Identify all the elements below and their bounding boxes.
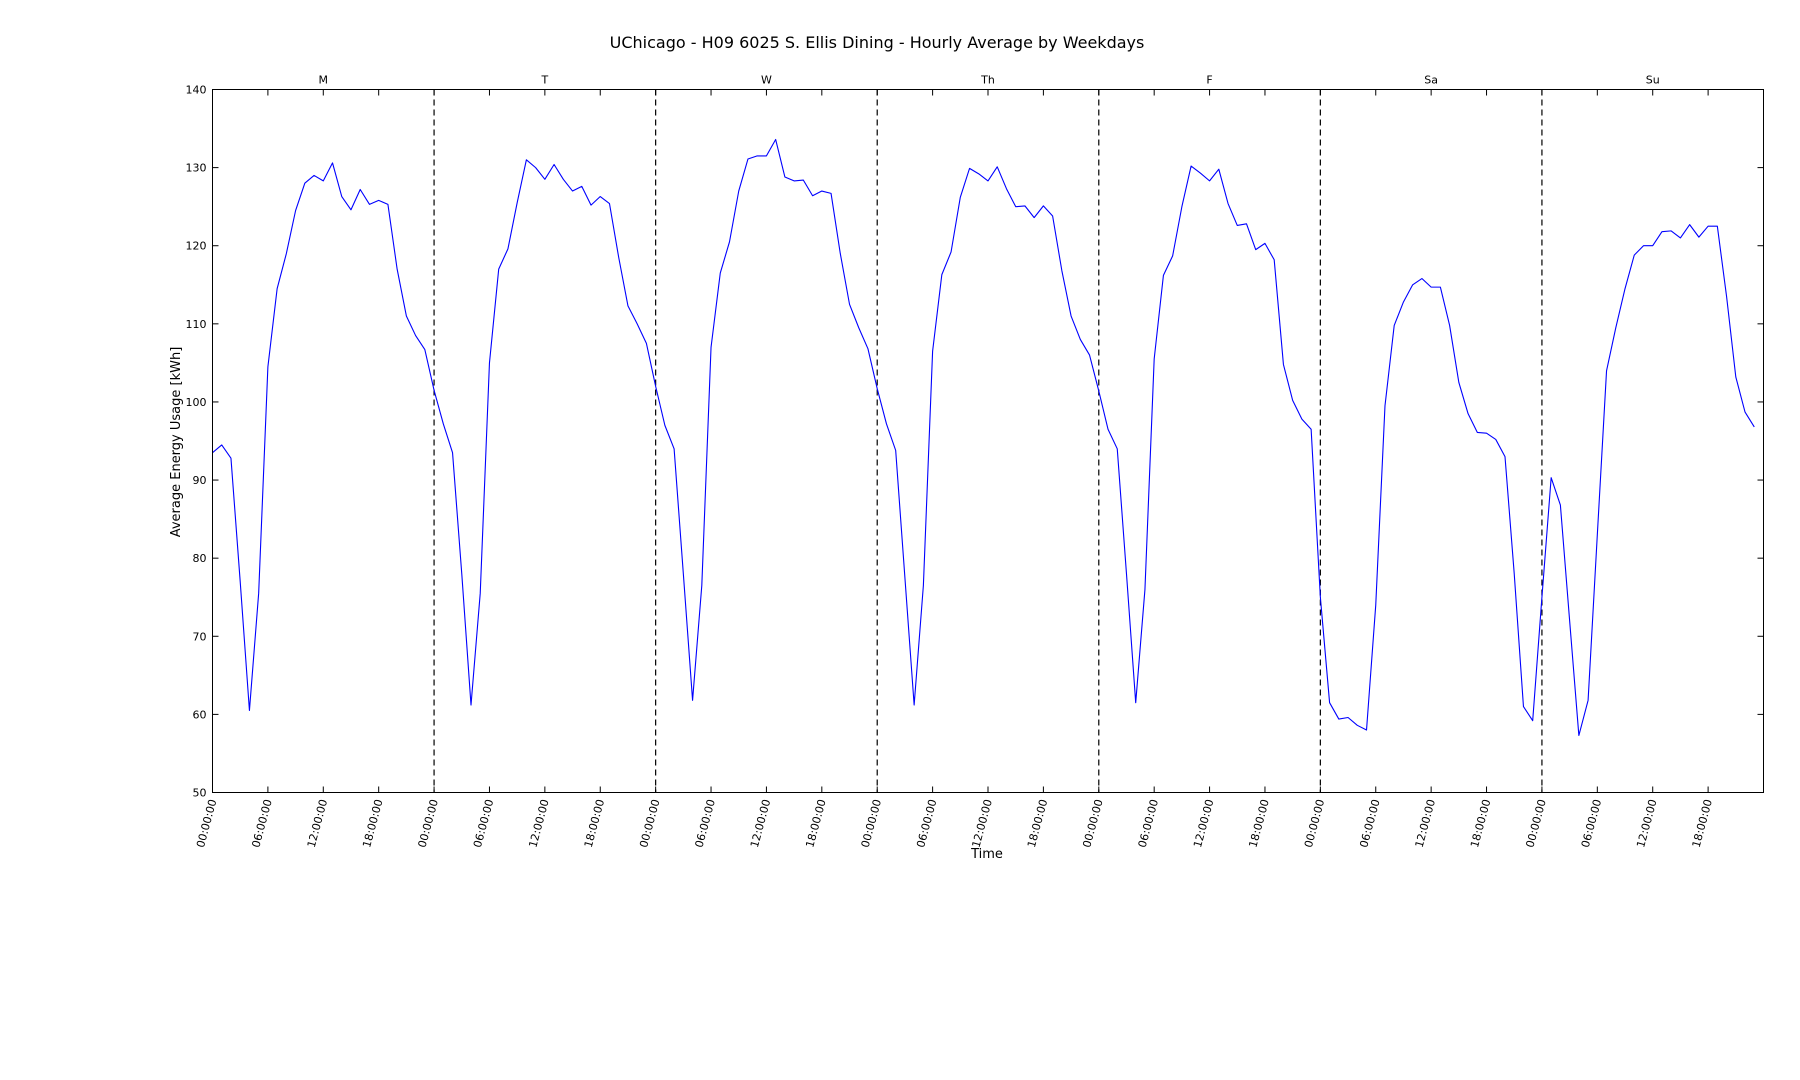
y-tick-label: 50 <box>193 787 207 800</box>
x-tick-label: 12:00:00 <box>1634 798 1659 849</box>
x-tick-label: 06:00:00 <box>249 798 274 849</box>
x-tick-label: 06:00:00 <box>914 798 939 849</box>
x-tick-label: 06:00:00 <box>471 798 496 849</box>
y-tick-label: 120 <box>186 240 207 253</box>
x-tick-label: 00:00:00 <box>637 798 662 849</box>
plot-frame <box>212 89 1764 793</box>
day-label-su: Su <box>1646 74 1660 87</box>
x-tick-label: 06:00:00 <box>1357 798 1382 849</box>
y-tick-label: 140 <box>186 84 207 97</box>
x-tick-label: 00:00:00 <box>1080 798 1105 849</box>
x-tick-label: 18:00:00 <box>582 798 607 849</box>
y-tick-label: 90 <box>193 474 207 487</box>
x-axis-label: Time <box>970 847 1003 862</box>
series-layer <box>212 138 1755 737</box>
day-label-w: W <box>761 74 772 87</box>
x-tick-label: 12:00:00 <box>748 798 773 849</box>
day-label-sa: Sa <box>1424 74 1438 87</box>
day-label-t: T <box>540 74 548 87</box>
x-tick-label: 06:00:00 <box>1579 798 1604 849</box>
x-tick-label: 00:00:00 <box>1523 798 1548 849</box>
y-tick-label: 80 <box>193 552 207 565</box>
day-label-m: M <box>319 74 329 87</box>
x-tick-label: 12:00:00 <box>1413 798 1438 849</box>
x-tick-label: 18:00:00 <box>360 798 385 849</box>
axis-ticks: 50 60 70 80 90 100 110 120 130 140 00:00:00 06:00:0… <box>186 84 1764 849</box>
series-line-0 <box>212 138 1755 737</box>
x-tick-label: 12:00:00 <box>526 798 551 849</box>
day-label-th: Th <box>980 74 995 87</box>
chart-title: UChicago - H09 6025 S. Ellis Dining - Ho… <box>610 33 1145 52</box>
y-tick-label: 110 <box>186 318 207 331</box>
x-tick-label: 00:00:00 <box>194 798 219 849</box>
x-tick-label: 12:00:00 <box>305 798 330 849</box>
x-tick-label: 18:00:00 <box>803 798 828 849</box>
x-tick-label: 18:00:00 <box>1468 798 1493 849</box>
x-tick-label: 00:00:00 <box>1302 798 1327 849</box>
x-tick-label: 18:00:00 <box>1247 798 1272 849</box>
x-tick-label: 12:00:00 <box>970 798 995 849</box>
day-labels: M T W Th F Sa Su <box>319 74 1660 87</box>
y-tick-label: 70 <box>193 630 207 643</box>
x-tick-label: 12:00:00 <box>1191 798 1216 849</box>
x-tick-label: 00:00:00 <box>859 798 884 849</box>
day-dividers <box>433 89 1543 793</box>
y-tick-label: 100 <box>186 396 207 409</box>
x-tick-label: 18:00:00 <box>1690 798 1715 849</box>
x-tick-label: 06:00:00 <box>693 798 718 849</box>
x-tick-label: 18:00:00 <box>1025 798 1050 849</box>
x-tick-label: 06:00:00 <box>1136 798 1161 849</box>
day-label-f: F <box>1206 74 1212 87</box>
y-tick-label: 130 <box>186 162 207 175</box>
x-tick-label: 00:00:00 <box>416 798 441 849</box>
y-tick-label: 60 <box>193 708 207 721</box>
y-axis-label: Average Energy Usage [kWh] <box>169 347 184 538</box>
